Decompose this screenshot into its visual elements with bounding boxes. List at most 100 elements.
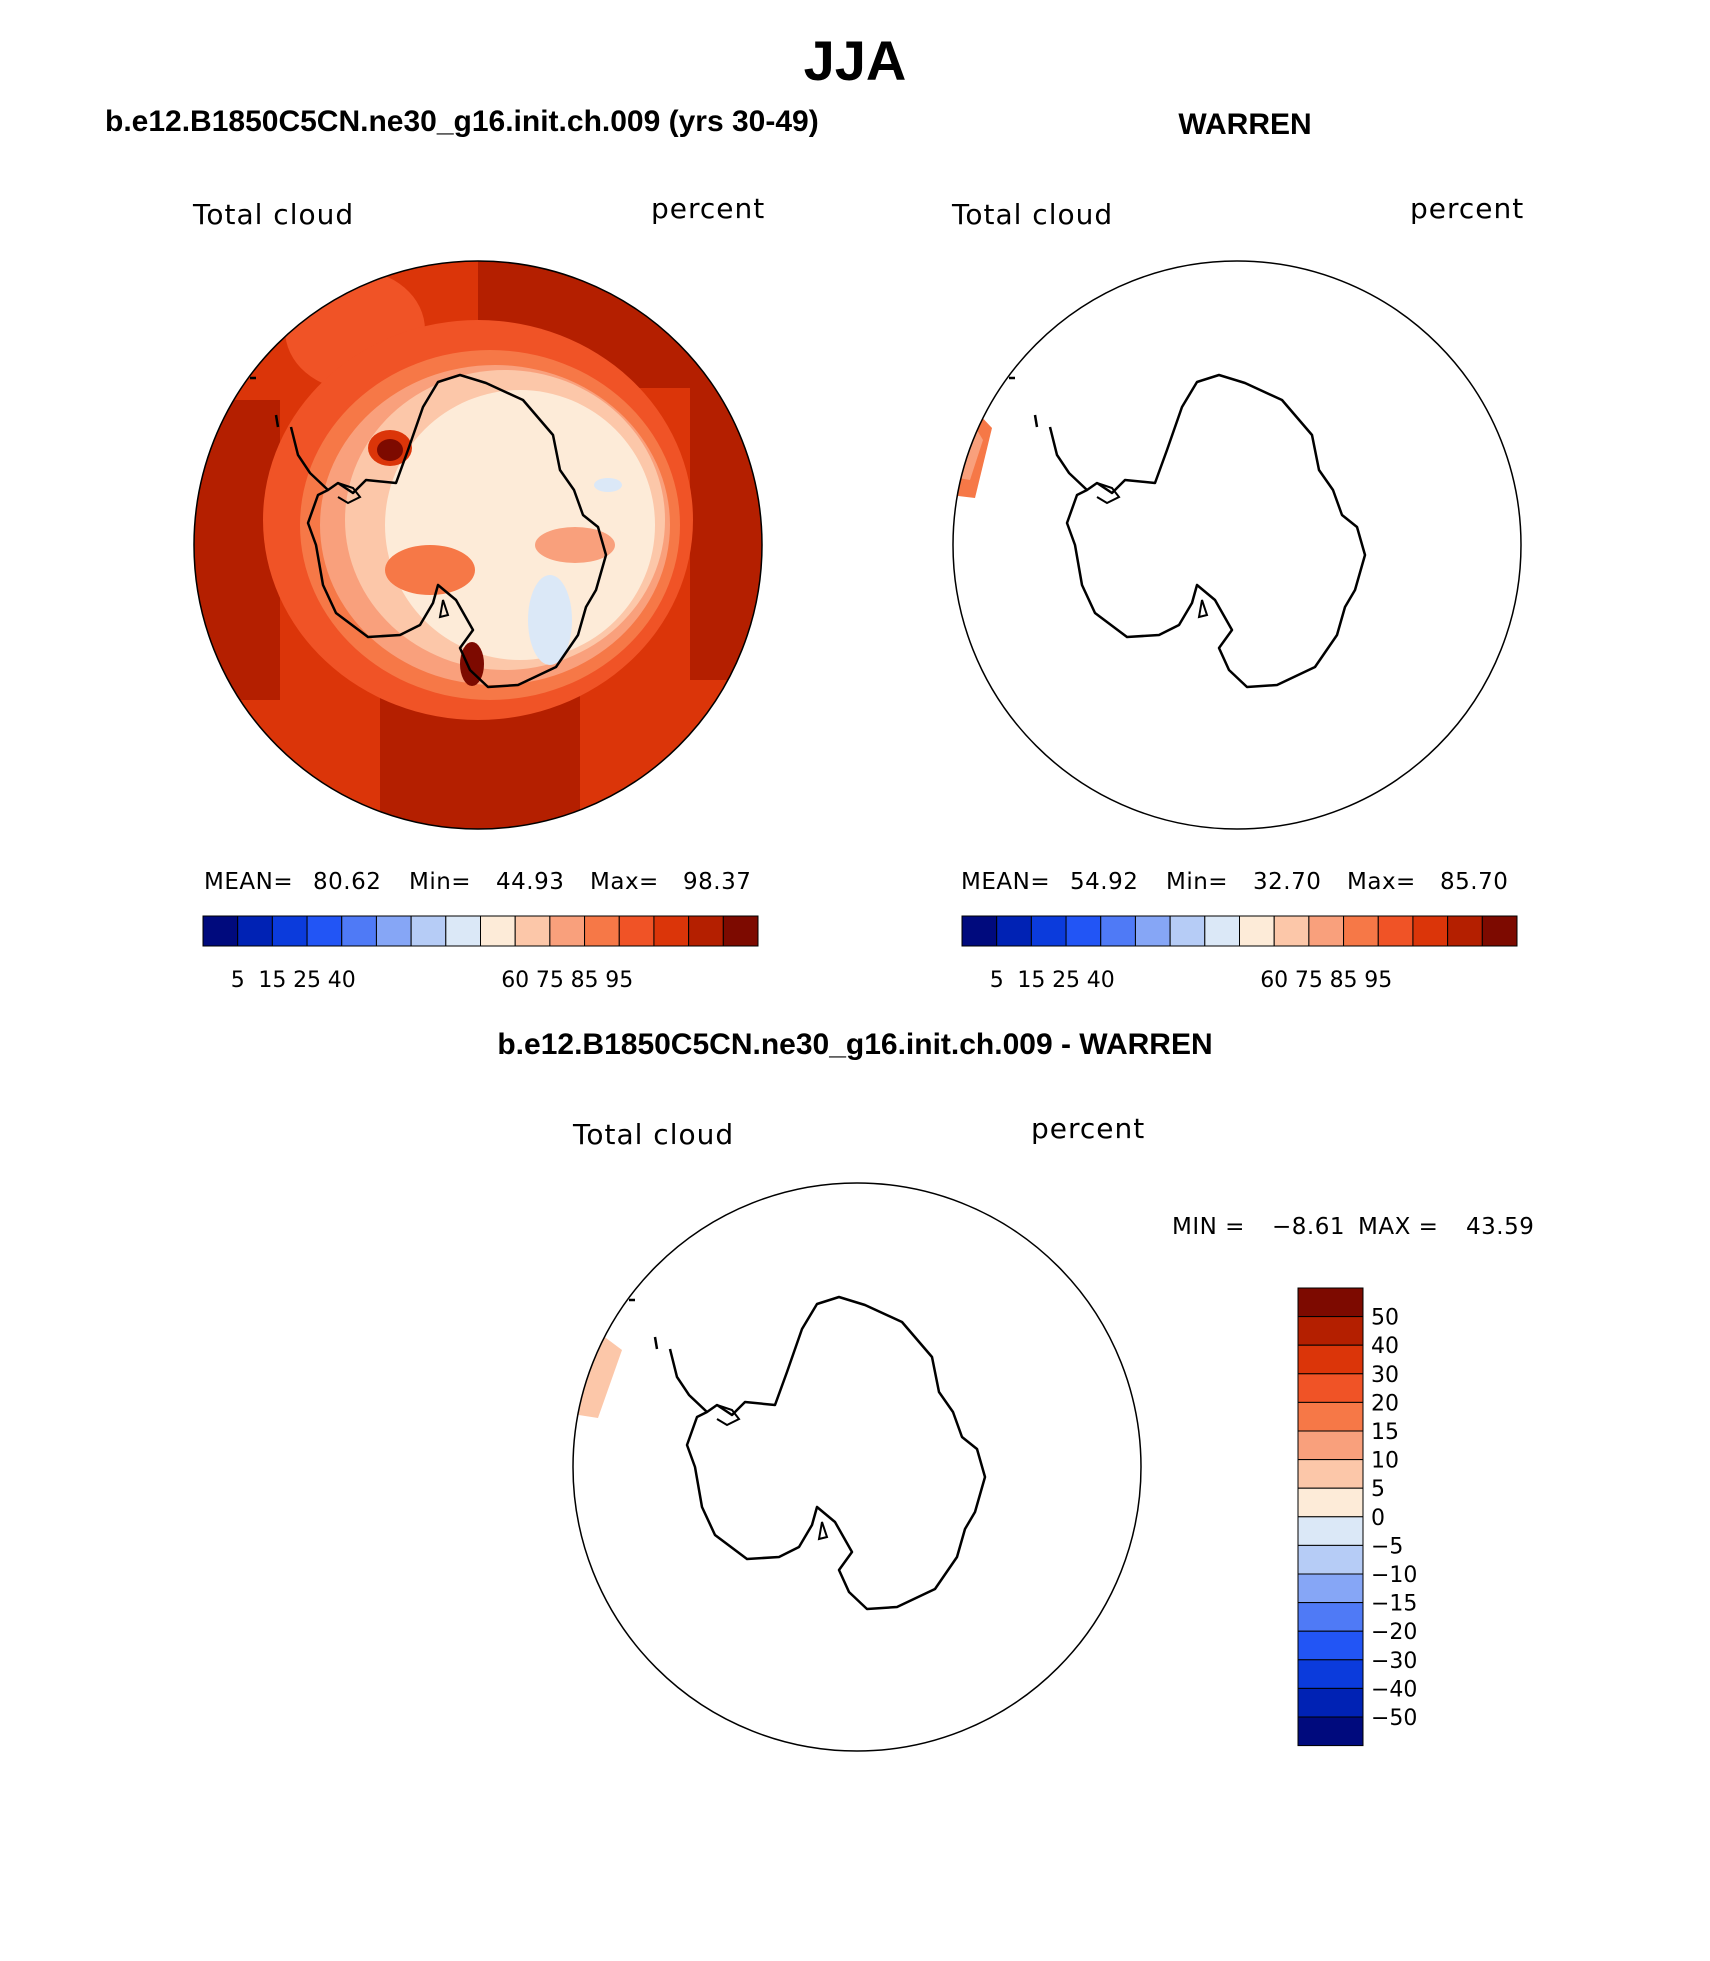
panel-1-max-label: Max= — [590, 869, 659, 895]
map-border — [193, 260, 763, 830]
difference-colorbar-tick-label: 5 — [1371, 1477, 1385, 1502]
panel-1-colorbar-swatch — [653, 915, 690, 947]
figure-title: JJA — [803, 29, 907, 92]
panel-1-mean-label: MEAN= — [204, 869, 294, 895]
field-fill — [377, 439, 403, 461]
panel-1-variable-label: Total cloud — [193, 198, 355, 231]
difference-colorbar-tick-label: −50 — [1371, 1706, 1417, 1731]
panel-1-mean-value: 80.62 — [313, 869, 382, 895]
difference-colorbar-swatch — [1297, 1430, 1364, 1461]
difference-colorbar-swatch — [1297, 1487, 1364, 1518]
difference-colorbar-swatch — [1297, 1659, 1364, 1689]
difference-colorbar-swatch — [1297, 1630, 1364, 1661]
panel-2-mean-label: MEAN= — [961, 869, 1051, 895]
panel-2-colorbar-swatch — [1065, 915, 1102, 947]
difference-colorbar-swatch — [1297, 1459, 1364, 1489]
panel-2-colorbar-tick-label: 60 — [1260, 968, 1288, 993]
difference-colorbar-tick-label: 30 — [1371, 1363, 1399, 1388]
panel-2-colorbar-swatch — [1343, 915, 1379, 947]
panel-2-colorbar: 5 15 25 40 60 75 85 95 — [961, 915, 1518, 993]
panel-1-colorbar-swatch — [271, 915, 308, 947]
panel-1-colorbar: 5 15 25 40 60 75 85 95 — [202, 915, 759, 993]
panel-1-colorbar-swatch — [584, 915, 620, 947]
difference-colorbar-swatch — [1297, 1544, 1364, 1575]
panel-1-colorbar-swatch — [202, 915, 239, 947]
panel-1-map — [193, 260, 763, 830]
panel-2-map — [952, 260, 1522, 830]
panel-2-colorbar-tick-label: 85 — [1330, 968, 1358, 993]
panel-1-min-value: 44.93 — [496, 869, 565, 895]
panel-2-colorbar-swatch — [996, 915, 1032, 947]
field-fill — [385, 545, 475, 595]
field-fill — [385, 390, 655, 660]
difference-colorbar-swatch — [1297, 1516, 1364, 1546]
panel-2-colorbar-tick-label: 5 — [990, 968, 1004, 993]
panel-1-colorbar-swatch — [722, 915, 759, 947]
difference-colorbar-swatch — [1297, 1373, 1364, 1403]
difference-variable-label: Total cloud — [573, 1118, 735, 1151]
field-fill — [460, 642, 484, 686]
difference-colorbar-swatch — [1297, 1602, 1364, 1632]
difference-colorbar-swatch — [1297, 1687, 1364, 1718]
field-fill — [528, 575, 572, 665]
difference-panel-title: b.e12.B1850C5CN.ne30_g16.init.ch.009 - W… — [497, 1028, 1213, 1061]
panel-2-min-label: Min= — [1166, 869, 1229, 895]
difference-colorbar-tick-label: 50 — [1371, 1306, 1399, 1331]
panel-1-colorbar-swatch — [375, 915, 412, 947]
map-border — [952, 260, 1522, 830]
difference-colorbar-swatch — [1297, 1716, 1364, 1747]
difference-colorbar-swatch — [1297, 1401, 1364, 1432]
panel-2-colorbar-swatch — [1100, 915, 1136, 947]
panel-1-colorbar-tick-label: 60 — [501, 968, 529, 993]
difference-min-value: −8.61 — [1272, 1214, 1345, 1240]
difference-colorbar-tick-label: 40 — [1371, 1334, 1399, 1359]
panel-2-colorbar-swatch — [1273, 915, 1310, 947]
panel-2-min-value: 32.70 — [1253, 869, 1322, 895]
panel-1-colorbar-swatch — [514, 915, 551, 947]
difference-map — [572, 1182, 1142, 1752]
difference-units-label: percent — [1031, 1112, 1146, 1145]
panel-1-max-value: 98.37 — [683, 869, 752, 895]
difference-colorbar-tick-label: 0 — [1371, 1506, 1385, 1531]
difference-colorbar-tick-label: −20 — [1371, 1620, 1417, 1645]
difference-colorbar-tick-label: 20 — [1371, 1391, 1399, 1416]
panel-2-units-label: percent — [1410, 192, 1525, 225]
difference-colorbar-tick-label: −10 — [1371, 1563, 1417, 1588]
panel-2-colorbar-swatch — [1377, 915, 1414, 947]
panel-1-colorbar-tick-label: 15 — [258, 968, 286, 993]
panel-1-colorbar-swatch — [618, 915, 655, 947]
panel-2-mean-value: 54.92 — [1070, 869, 1139, 895]
panel-1-colorbar-swatch — [341, 915, 377, 947]
panel-2-colorbar-swatch — [1447, 915, 1483, 947]
panel-1-colorbar-swatch — [688, 915, 724, 947]
panel-1-colorbar-tick-label: 85 — [571, 968, 599, 993]
difference-colorbar-tick-label: −15 — [1371, 1592, 1417, 1617]
panel-1-colorbar-swatch — [549, 915, 586, 947]
panel-1-title: b.e12.B1850C5CN.ne30_g16.init.ch.009 (yr… — [105, 105, 819, 138]
panel-1-colorbar-swatch — [237, 915, 273, 947]
panel-2-variable-label: Total cloud — [952, 198, 1114, 231]
difference-max-value: 43.59 — [1466, 1214, 1535, 1240]
difference-colorbar-tick-label: 10 — [1371, 1449, 1399, 1474]
difference-colorbar-tick-label: −40 — [1371, 1677, 1417, 1702]
panel-1-colorbar-tick-label: 25 — [293, 968, 321, 993]
panel-2-max-value: 85.70 — [1440, 869, 1509, 895]
panel-1-colorbar-swatch — [480, 915, 516, 947]
panel-2-colorbar-swatch — [1412, 915, 1449, 947]
panel-2-colorbar-tick-label: 40 — [1087, 968, 1115, 993]
panel-2-colorbar-swatch — [1030, 915, 1067, 947]
panel-1-colorbar-tick-label: 75 — [536, 968, 564, 993]
panel-2-colorbar-tick-label: 95 — [1364, 968, 1392, 993]
difference-colorbar-tick-label: −30 — [1371, 1649, 1417, 1674]
difference-colorbar-swatch — [1297, 1573, 1364, 1604]
panel-2-colorbar-swatch — [961, 915, 998, 947]
panel-2-colorbar-swatch — [1169, 915, 1206, 947]
panel-2-colorbar-swatch — [1308, 915, 1345, 947]
panel-1-colorbar-tick-label: 5 — [231, 968, 245, 993]
panel-2-colorbar-tick-label: 15 — [1017, 968, 1045, 993]
difference-min-label: MIN = — [1172, 1214, 1245, 1240]
panel-2-colorbar-swatch — [1204, 915, 1240, 947]
map-border — [572, 1182, 1142, 1752]
